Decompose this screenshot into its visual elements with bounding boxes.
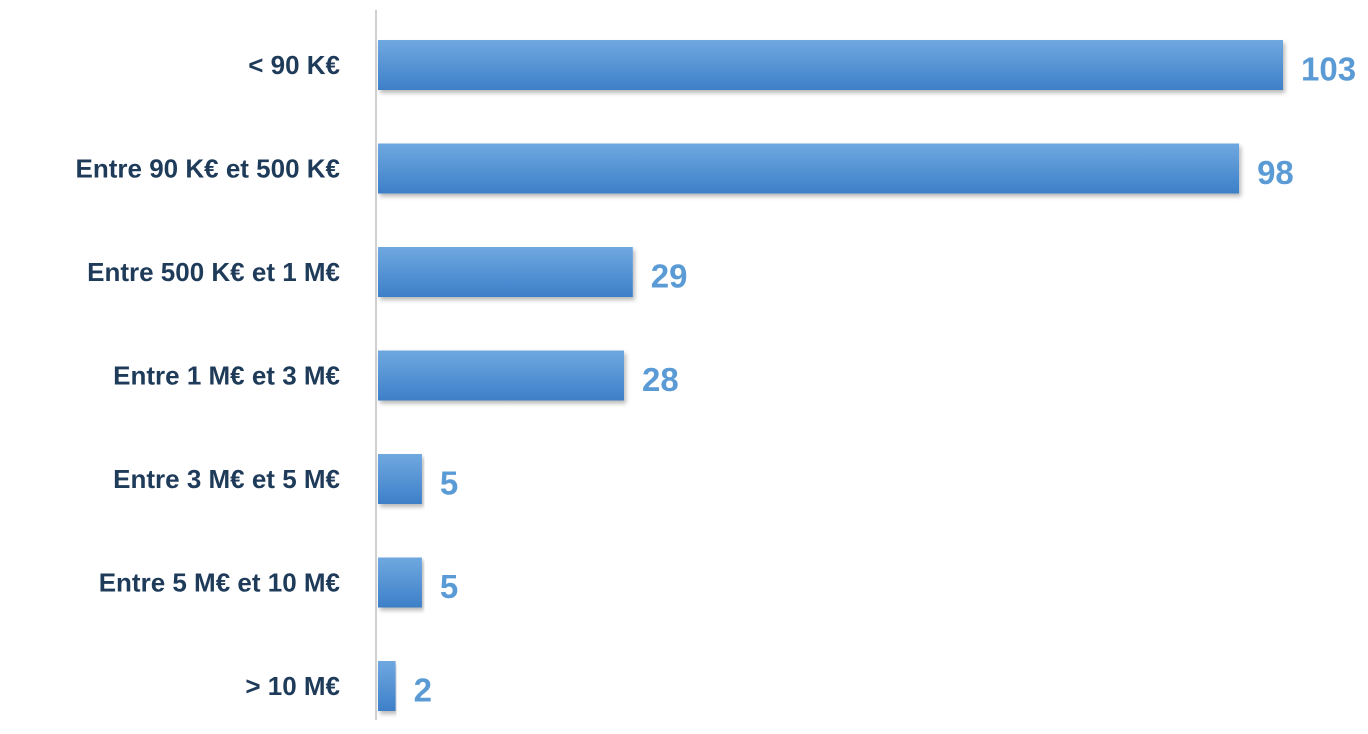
bar-3 (378, 350, 625, 401)
value-label-4: 5 (440, 465, 458, 502)
value-label-3: 28 (642, 361, 679, 398)
bar-4 (378, 454, 422, 504)
bar-0 (378, 40, 1283, 90)
bar-1 (378, 143, 1240, 194)
category-label-1: Entre 90 K€ et 500 K€ (76, 154, 340, 184)
value-label-0: 103 (1301, 51, 1356, 88)
category-label-3: Entre 1 M€ et 3 M€ (113, 361, 340, 391)
category-label-0: < 90 K€ (248, 50, 340, 80)
value-label-2: 29 (651, 258, 688, 295)
category-label-2: Entre 500 K€ et 1 M€ (87, 257, 340, 287)
value-label-6: 2 (414, 672, 432, 709)
labels-group: < 90 K€ 103 Entre 90 K€ et 500 K€ 98 Entre 5… (76, 50, 1357, 709)
category-label-4: Entre 3 M€ et 5 M€ (113, 464, 340, 494)
value-label-1: 98 (1257, 154, 1294, 191)
bar-5 (378, 557, 422, 608)
bars-group (378, 40, 1283, 711)
bar-2 (378, 247, 633, 297)
value-label-5: 5 (440, 568, 458, 605)
category-label-5: Entre 5 M€ et 10 M€ (99, 568, 340, 598)
category-label-6: > 10 M€ (245, 671, 340, 701)
bar-6 (378, 661, 396, 711)
